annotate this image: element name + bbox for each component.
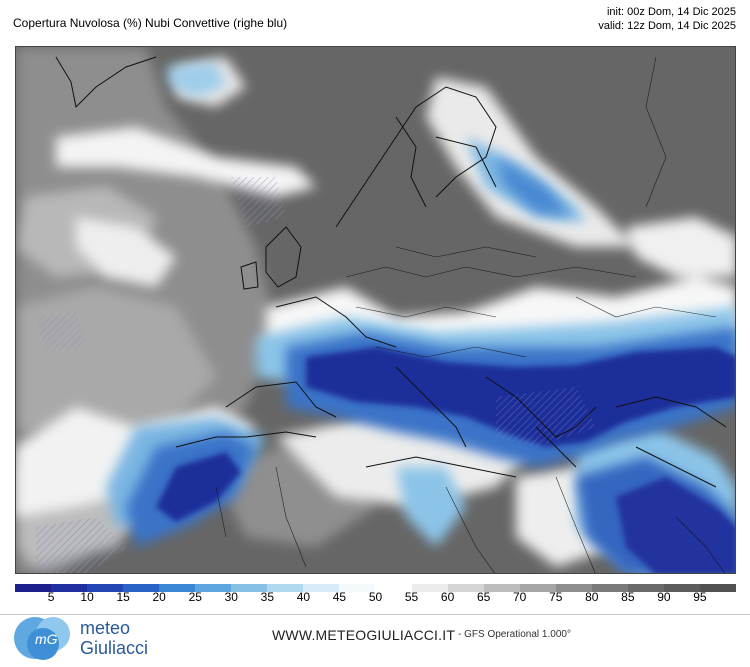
scale-tick-label: 50: [368, 590, 383, 604]
scale-tick-label: 60: [440, 590, 455, 604]
meteo-giuliacci-logo: mG: [14, 617, 70, 660]
scale-tick-label: 5: [47, 590, 55, 604]
scale-swatch: [663, 584, 700, 592]
scale-swatch: [699, 584, 736, 592]
scale-tick-label: 65: [476, 590, 491, 604]
scale-tick-label: 90: [657, 590, 671, 604]
scale-swatch: [15, 584, 52, 592]
country-borders: [215, 56, 725, 573]
scale-tick-label: 55: [404, 590, 419, 604]
scale-swatch: [519, 584, 556, 592]
valid-time: valid: 12z Dom, 14 Dic 2025: [598, 20, 736, 32]
scale-tick-label: 35: [260, 590, 275, 604]
logo-line1: meteo: [80, 618, 131, 638]
scale-swatch: [339, 584, 376, 592]
scale-swatch: [159, 584, 196, 592]
init-time: init: 00z Dom, 14 Dic 2025: [606, 6, 736, 18]
scale-swatch: [87, 584, 124, 592]
scale-swatch: [627, 584, 664, 592]
logo-wordmark: meteo Giuliacci: [80, 618, 148, 658]
scale-tick-label: 70: [513, 590, 527, 604]
coastlines: [55, 56, 727, 488]
svg-text:mG: mG: [35, 631, 58, 647]
scale-tick-label: 85: [621, 590, 635, 604]
scale-swatch: [447, 584, 484, 592]
scale-tick-label: 20: [152, 590, 166, 604]
scale-swatch: [591, 584, 628, 592]
logo-line2: Giuliacci: [80, 638, 149, 658]
scale-tick-label: 10: [80, 590, 94, 604]
scale-swatch: [555, 584, 592, 592]
map-canvas: [16, 47, 735, 573]
scale-swatch: [123, 584, 160, 592]
scale-swatch: [51, 584, 88, 592]
scale-tick-label: 45: [332, 590, 347, 604]
scale-tick-label: 40: [296, 590, 311, 604]
run-info: init: 00z Dom, 14 Dic 2025 valid: 12z Do…: [598, 5, 736, 33]
scale-swatch: [195, 584, 232, 592]
scale-swatch: [375, 584, 412, 592]
scale-swatch: [303, 584, 340, 592]
site-url[interactable]: WWW.METEOGIULIACCI.IT: [272, 627, 456, 643]
scale-swatch: [411, 584, 448, 592]
scale-swatch: [231, 584, 268, 592]
scale-tick-label: 15: [116, 590, 130, 604]
model-name: - GFS Operational 1.000°: [458, 629, 571, 640]
scale-tick-label: 75: [549, 590, 563, 604]
scale-tick-label: 30: [224, 590, 238, 604]
map-title: Copertura Nuvolosa (%) Nubi Convettive (…: [13, 16, 288, 30]
footer-divider: [0, 614, 750, 615]
color-scale-bar: [15, 584, 736, 592]
scale-tick-label: 80: [585, 590, 599, 604]
scale-tick-label: 95: [693, 590, 707, 604]
scale-tick-label: 25: [188, 590, 202, 604]
scale-swatch: [483, 584, 520, 592]
color-scale-ticks: 5 10 15 20 25 30 35 40 45 50 55 60 65 70 75 80 85 90 95: [15, 590, 736, 606]
cloud-cover-map: [15, 46, 736, 574]
scale-swatch: [267, 584, 304, 592]
